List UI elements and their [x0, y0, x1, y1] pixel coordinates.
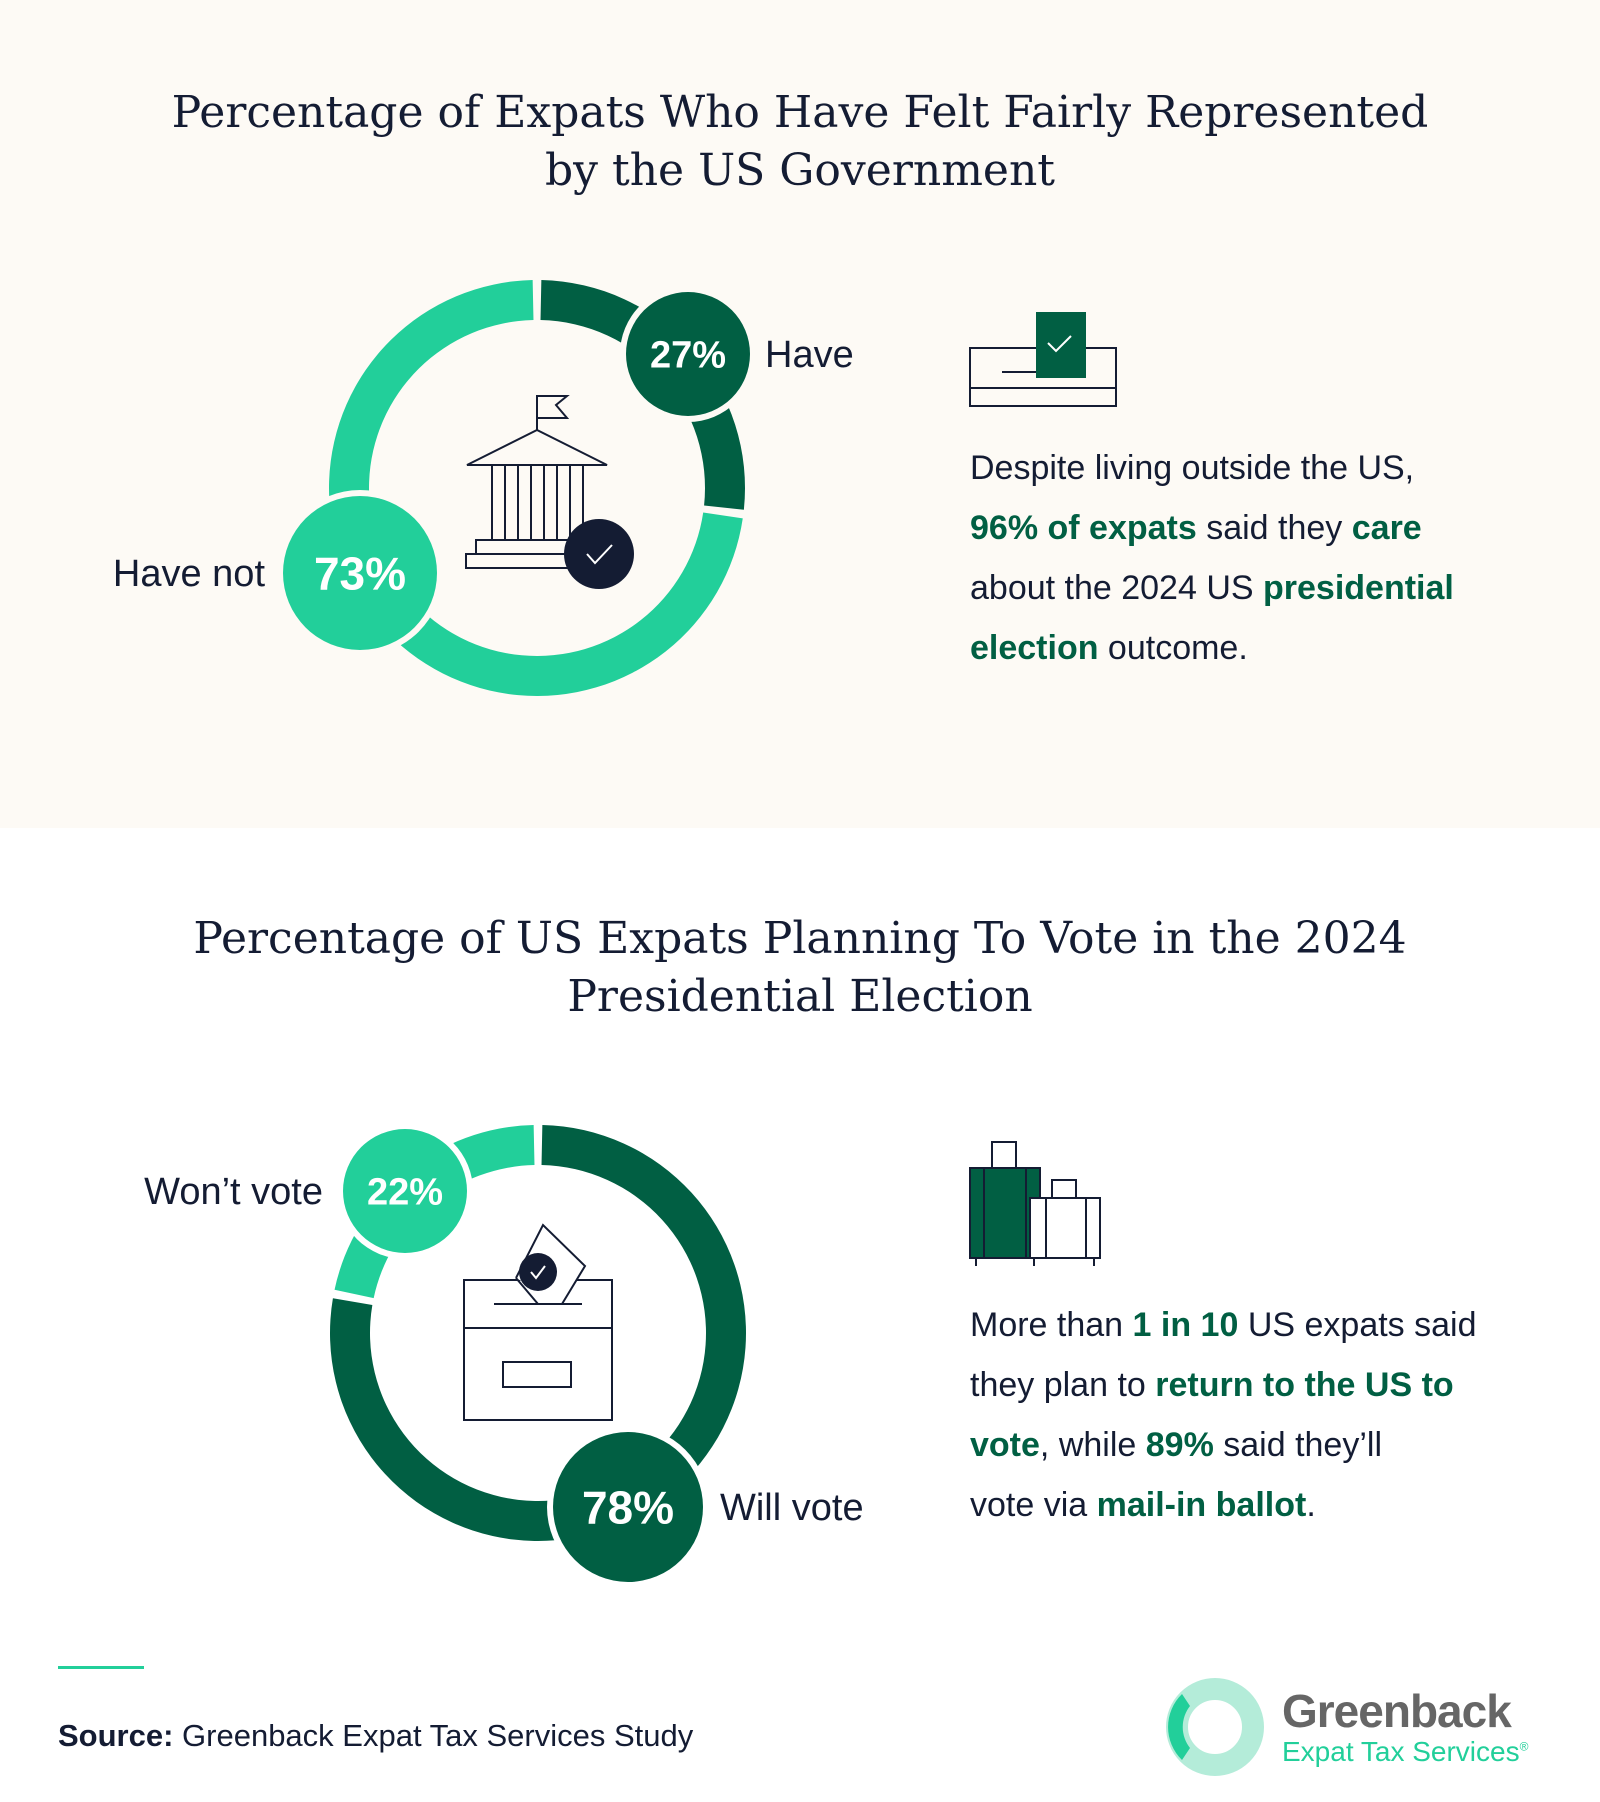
chart2-title-line1: Percentage of US Expats Planning To Vote… [193, 913, 1407, 964]
logo-mark-icon [1166, 1678, 1264, 1776]
luggage-icon [969, 1141, 1101, 1266]
blurb2-line: More than 1 in 10 US expats said [970, 1306, 1477, 1344]
checkmark-icon [586, 544, 613, 565]
chart1-donut: 27% Have 73% Have not [113, 280, 854, 697]
check-badge-icon [519, 1253, 557, 1291]
chart2-donut: 78% Will vote 22% Won’t vote [144, 1123, 864, 1588]
building-roof-icon [466, 428, 608, 466]
source-note: Source: Greenback Expat Tax Services Stu… [58, 1718, 694, 1753]
check-badge-icon [564, 519, 634, 589]
data-label: 78% [582, 1482, 674, 1534]
chart1-title-line2: by the US Government [545, 145, 1055, 196]
ballot-check-icon [969, 312, 1117, 407]
source-divider [58, 1666, 144, 1669]
chart2-title: Percentage of US Expats Planning To Vote… [0, 910, 1600, 1026]
blurb-return-to-vote: More than 1 in 10 US expats said they pl… [970, 1295, 1530, 1535]
blurb1-line: Despite living outside the US, [970, 449, 1415, 487]
value-bubble [553, 1432, 703, 1582]
value-bubble [343, 1129, 467, 1253]
checkmark-icon [530, 1265, 546, 1280]
greenback-logo: Greenback Expat Tax Services® [1160, 1672, 1540, 1782]
chart2-title-line2: Presidential Election [567, 971, 1033, 1022]
slice-label: Won’t vote [144, 1171, 323, 1213]
blurb1-line: election outcome. [970, 629, 1248, 667]
flag-icon [537, 395, 570, 419]
chart1-title-line1: Percentage of Expats Who Have Felt Fairl… [171, 87, 1429, 138]
data-label: 73% [314, 548, 406, 600]
blurb1-line: 96% of expats said they care [970, 509, 1422, 547]
data-label: 22% [367, 1172, 443, 1214]
blurb1-line: about the 2024 US presidential [970, 569, 1454, 607]
blurb2-line: vote, while 89% said they’ll [970, 1426, 1383, 1464]
value-bubble [283, 496, 437, 650]
chart1-title: Percentage of Expats Who Have Felt Fairl… [0, 84, 1600, 200]
data-label: 27% [650, 335, 726, 377]
ballot-box-label-icon [502, 1361, 572, 1388]
top-section-background [0, 0, 1600, 828]
blurb-care-election: Despite living outside the US, 96% of ex… [970, 438, 1530, 678]
slice-label: Will vote [720, 1487, 864, 1529]
value-bubble [626, 292, 750, 416]
blurb2-line: they plan to return to the US to [970, 1366, 1454, 1404]
slice-label: Have not [113, 553, 266, 595]
blurb2-line: vote via mail-in ballot. [970, 1486, 1316, 1524]
slice-label: Have [765, 334, 854, 376]
